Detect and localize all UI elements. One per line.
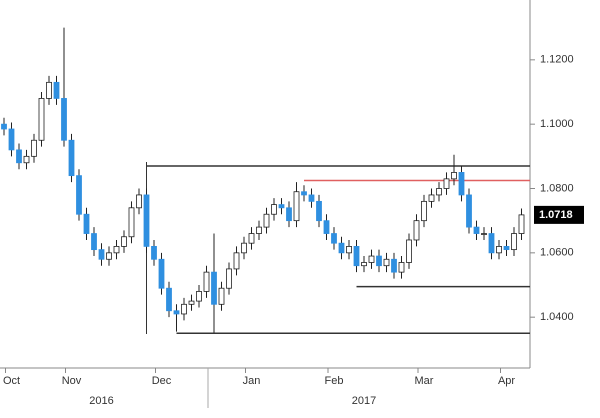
candle-body (323, 220, 330, 234)
candle-body (301, 191, 307, 196)
candle-body (511, 233, 517, 251)
candle-body (113, 246, 120, 254)
x-tick-label: Feb (325, 375, 344, 387)
candle-body (308, 194, 315, 202)
y-tick-label: 1.1000 (540, 118, 574, 130)
candle-body (353, 246, 360, 267)
candle-body (121, 236, 127, 247)
candle-body (473, 226, 480, 234)
candle-body (106, 252, 112, 260)
candle-body (256, 226, 262, 234)
candle-body (293, 191, 300, 222)
x-tick-label: Jan (243, 375, 261, 387)
y-tick-label: 1.0400 (540, 311, 574, 323)
x-tick-label: Mar (415, 375, 434, 387)
x-tick-label: Dec (152, 375, 172, 387)
candle-body (233, 252, 240, 270)
candle-body (76, 175, 82, 215)
candle-body (16, 149, 22, 164)
candle-body (316, 200, 322, 222)
candle-body (338, 242, 345, 254)
last-price-box (534, 205, 584, 224)
candle-body (286, 207, 292, 222)
candle-body (488, 233, 495, 254)
candle-body (166, 287, 172, 312)
candle-body (248, 233, 255, 244)
candle-body (226, 268, 232, 289)
candle-body (196, 291, 202, 302)
candle-body (383, 258, 390, 267)
candle-body (173, 310, 180, 315)
candle-body (181, 303, 187, 315)
candle-body (466, 194, 472, 228)
candle-body (211, 271, 217, 305)
candle-body (391, 258, 397, 273)
x-tick-label: Apr (498, 375, 515, 387)
candle-body (406, 239, 412, 263)
y-tick-label: 1.0800 (540, 182, 574, 194)
y-tick-label: 1.1200 (540, 54, 574, 66)
candle-body (458, 172, 465, 196)
candle-body (496, 246, 502, 254)
candle-body (203, 271, 210, 292)
candle-body (436, 188, 442, 196)
candle-body (98, 249, 105, 260)
candle-body (421, 200, 427, 222)
candle-body (143, 194, 150, 247)
candle-body (271, 204, 277, 215)
candle-body (428, 194, 435, 202)
candle-body (23, 155, 30, 164)
candle-body (31, 139, 37, 157)
candle-body (83, 213, 90, 234)
candle-body (331, 233, 337, 244)
candle-body (346, 246, 352, 254)
candle-body (61, 98, 67, 141)
candle-body (518, 214, 525, 234)
x-tick-label: Oct (3, 375, 20, 387)
candle-body (1, 123, 7, 130)
candle-body (136, 194, 142, 209)
candle-body (368, 255, 375, 263)
candle-body (413, 220, 420, 241)
x-tick-label: Nov (62, 375, 82, 387)
candle-body (128, 207, 135, 238)
candle-body (218, 287, 225, 305)
candle-body (188, 300, 195, 305)
candle-body (278, 204, 285, 209)
y-tick-label: 1.0600 (540, 247, 574, 259)
year-label: 2017 (352, 395, 376, 407)
candle-body (443, 178, 450, 189)
candle-body (241, 242, 247, 254)
candle-body (451, 172, 457, 180)
candle-body (151, 246, 157, 260)
candle-body (263, 213, 270, 228)
candle-body (158, 258, 165, 289)
candle-body (361, 262, 367, 267)
candle-body (376, 255, 382, 267)
candle-body (398, 262, 405, 273)
candle-body (503, 246, 510, 251)
candle-body (91, 233, 97, 251)
candle-body (38, 98, 45, 141)
candle-body (53, 81, 60, 99)
year-label: 2016 (89, 395, 113, 407)
candle-body (481, 233, 487, 235)
candle-body (68, 139, 75, 177)
candle-body (46, 81, 52, 99)
candle-body (8, 128, 15, 151)
last-price-label: 1.0718 (539, 209, 573, 221)
